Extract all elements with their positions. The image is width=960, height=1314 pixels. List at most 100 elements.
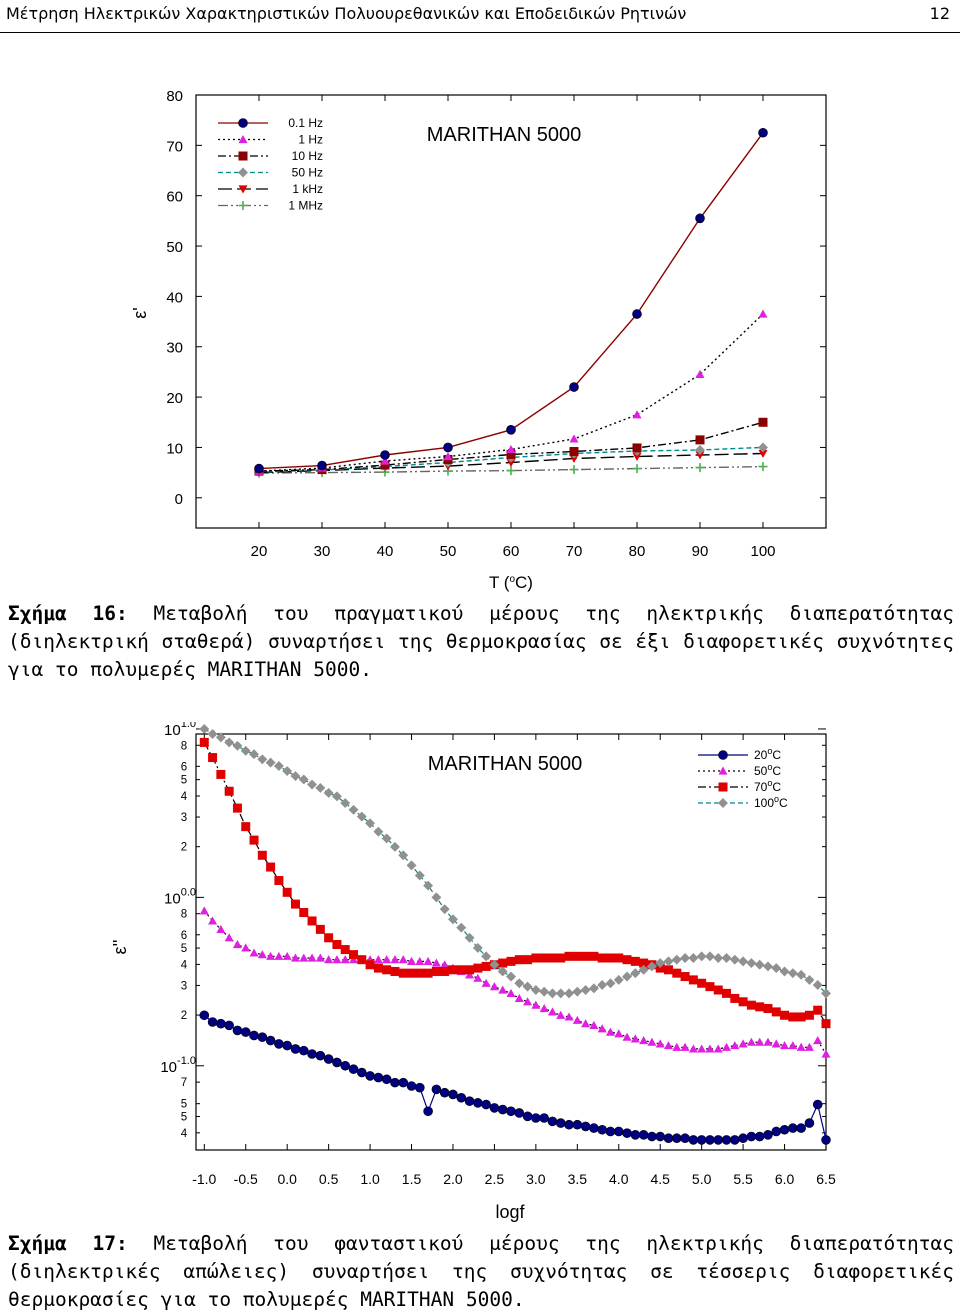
- data-point: [431, 958, 441, 967]
- data-point: [605, 1126, 616, 1137]
- x-tick-label: 60: [503, 543, 520, 560]
- y-tick-label: 60: [166, 189, 183, 206]
- legend-box: [213, 107, 327, 215]
- data-point: [555, 988, 566, 999]
- data-point: [398, 955, 408, 964]
- y-minor-tick-label: 5: [181, 775, 187, 787]
- data-point: [331, 791, 342, 802]
- legend-entry-3: 100oC: [698, 794, 788, 810]
- data-point: [514, 993, 524, 1003]
- y-tick-label: 70: [166, 138, 183, 155]
- data-point: [738, 956, 749, 967]
- data-point: [290, 953, 300, 962]
- x-tick-label: 3.0: [526, 1171, 546, 1187]
- data-point: [738, 997, 748, 1007]
- data-point: [758, 127, 768, 138]
- data-point: [713, 1135, 724, 1145]
- data-point: [406, 1081, 417, 1091]
- data-point: [257, 950, 267, 959]
- data-point: [547, 953, 557, 963]
- series-70-oc: [199, 737, 831, 1029]
- data-point: [804, 1010, 814, 1020]
- data-point: [506, 425, 516, 435]
- data-point: [813, 1005, 823, 1015]
- y-minor-tick-label: 5: [181, 1111, 187, 1123]
- data-point: [730, 993, 740, 1003]
- data-point: [663, 956, 674, 967]
- data-point: [589, 951, 599, 961]
- data-point: [788, 1012, 798, 1022]
- data-point: [266, 951, 276, 960]
- y-minor-tick-label: 7: [181, 1077, 187, 1089]
- x-tick-label: 5.5: [733, 1171, 753, 1187]
- data-point: [299, 908, 309, 918]
- legend-entry-1: 1 Hz: [218, 133, 323, 147]
- data-point: [257, 1032, 268, 1042]
- data-point: [804, 1118, 815, 1128]
- data-point: [572, 1119, 583, 1130]
- data-point: [647, 1131, 657, 1142]
- data-point: [530, 985, 541, 995]
- data-point: [522, 1111, 533, 1122]
- data-point: [382, 955, 392, 964]
- data-point: [398, 968, 408, 978]
- data-point: [531, 1000, 541, 1009]
- data-point: [407, 956, 417, 965]
- data-point: [630, 968, 641, 979]
- data-point: [796, 1012, 806, 1022]
- data-point: [199, 737, 209, 747]
- data-point: [572, 1015, 582, 1024]
- data-point: [597, 1024, 607, 1033]
- data-point: [381, 1074, 392, 1085]
- data-point: [389, 841, 400, 852]
- data-point: [746, 1037, 756, 1046]
- data-point: [340, 1060, 351, 1071]
- legend-marker: [718, 766, 728, 775]
- data-point: [431, 1084, 442, 1095]
- data-point: [556, 953, 566, 963]
- data-point: [796, 969, 807, 980]
- legend-entry-5: 1 MHz: [218, 199, 323, 213]
- data-point: [664, 1041, 673, 1050]
- data-point: [581, 1019, 591, 1028]
- running-title: Μέτρηση Ηλεκτρικών Χαρακτηριστικών Πολυο…: [6, 4, 687, 23]
- series-line: [258, 132, 764, 470]
- data-point: [481, 978, 491, 987]
- series-50-oc: [199, 906, 831, 1058]
- data-point: [481, 961, 491, 971]
- x-tick-label: 2.0: [443, 1171, 463, 1187]
- data-point: [613, 1126, 624, 1137]
- data-point: [465, 965, 475, 975]
- data-point: [465, 970, 475, 979]
- data-point: [547, 988, 558, 999]
- data-point: [489, 982, 499, 991]
- data-point: [315, 953, 325, 962]
- data-point: [755, 1002, 765, 1012]
- data-point: [730, 1041, 740, 1050]
- legend-marker: [238, 151, 248, 161]
- data-point: [357, 955, 367, 965]
- figure-16-chart: 0 10 20 30 40 50 60 70 80 20 30 40 50 60 70 80 90 100 T (o…: [130, 88, 827, 592]
- data-point: [282, 1040, 292, 1051]
- data-point: [680, 1133, 690, 1144]
- data-point: [506, 956, 516, 966]
- data-point: [647, 1037, 657, 1046]
- data-point: [349, 950, 358, 960]
- data-point: [506, 466, 516, 476]
- data-point: [754, 959, 765, 970]
- data-point: [688, 1135, 699, 1145]
- y-tick-label: 20: [166, 390, 183, 407]
- data-point: [697, 1044, 707, 1053]
- data-point: [763, 1004, 773, 1014]
- figure-17-text: Μεταβολή του φανταστικού μέρους της ηλεκ…: [8, 1232, 954, 1311]
- data-point: [481, 1099, 491, 1110]
- data-point: [705, 1135, 715, 1145]
- data-point: [721, 953, 732, 963]
- data-point: [758, 417, 768, 427]
- data-point: [481, 951, 492, 962]
- data-point: [539, 1113, 549, 1123]
- y-major-tick-label: 101.0: [164, 722, 196, 739]
- data-point: [439, 904, 450, 915]
- data-point: [440, 960, 450, 969]
